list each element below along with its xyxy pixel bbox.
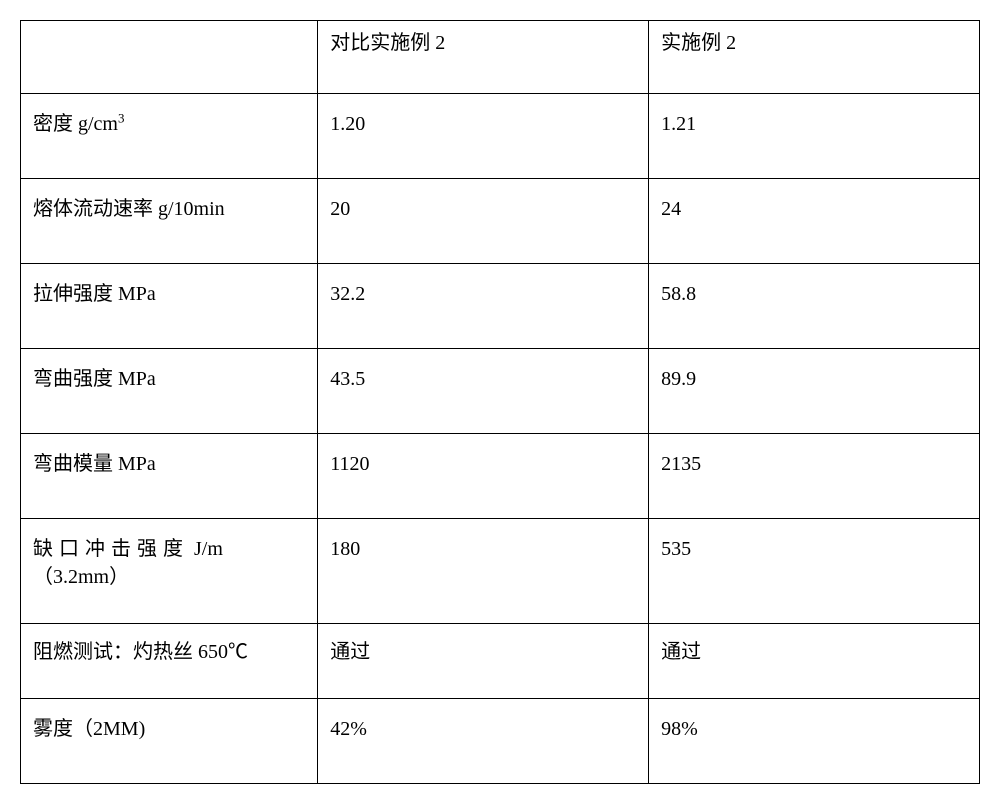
cell-value-b: 通过: [649, 624, 980, 699]
cell-property: 缺口冲击强度 J/m（3.2mm）: [21, 519, 318, 624]
cell-value-a: 通过: [318, 624, 649, 699]
table-row: 拉伸强度 MPa 32.2 58.8: [21, 264, 980, 349]
cell-value-b: 2135: [649, 434, 980, 519]
cell-property: 拉伸强度 MPa: [21, 264, 318, 349]
cell-value-a: 43.5: [318, 349, 649, 434]
cell-property: 弯曲模量 MPa: [21, 434, 318, 519]
cell-value-a: 1120: [318, 434, 649, 519]
cell-value-a: 180: [318, 519, 649, 624]
cell-property: 密度 g/cm3: [21, 94, 318, 179]
table-row: 弯曲强度 MPa 43.5 89.9: [21, 349, 980, 434]
table-row: 缺口冲击强度 J/m（3.2mm） 180 535: [21, 519, 980, 624]
table-row: 雾度（2MM) 42% 98%: [21, 699, 980, 784]
cell-value-a: 32.2: [318, 264, 649, 349]
header-example: 实施例 2: [649, 21, 980, 94]
table-row: 密度 g/cm3 1.20 1.21: [21, 94, 980, 179]
header-comparative: 对比实施例 2: [318, 21, 649, 94]
table-row: 阻燃测试：灼热丝 650℃ 通过 通过: [21, 624, 980, 699]
cell-value-b: 1.21: [649, 94, 980, 179]
table-row: 弯曲模量 MPa 1120 2135: [21, 434, 980, 519]
cell-property: 熔体流动速率 g/10min: [21, 179, 318, 264]
cell-value-b: 24: [649, 179, 980, 264]
cell-value-b: 98%: [649, 699, 980, 784]
cell-value-a: 1.20: [318, 94, 649, 179]
cell-value-b: 535: [649, 519, 980, 624]
cell-property: 弯曲强度 MPa: [21, 349, 318, 434]
cell-value-a: 42%: [318, 699, 649, 784]
cell-value-b: 58.8: [649, 264, 980, 349]
cell-property: 雾度（2MM): [21, 699, 318, 784]
table-header-row: 对比实施例 2 实施例 2: [21, 21, 980, 94]
header-property: [21, 21, 318, 94]
cell-value-a: 20: [318, 179, 649, 264]
table-row: 熔体流动速率 g/10min 20 24: [21, 179, 980, 264]
cell-property: 阻燃测试：灼热丝 650℃: [21, 624, 318, 699]
material-properties-table: 对比实施例 2 实施例 2 密度 g/cm3 1.20 1.21 熔体流动速率 …: [20, 20, 980, 784]
cell-value-b: 89.9: [649, 349, 980, 434]
